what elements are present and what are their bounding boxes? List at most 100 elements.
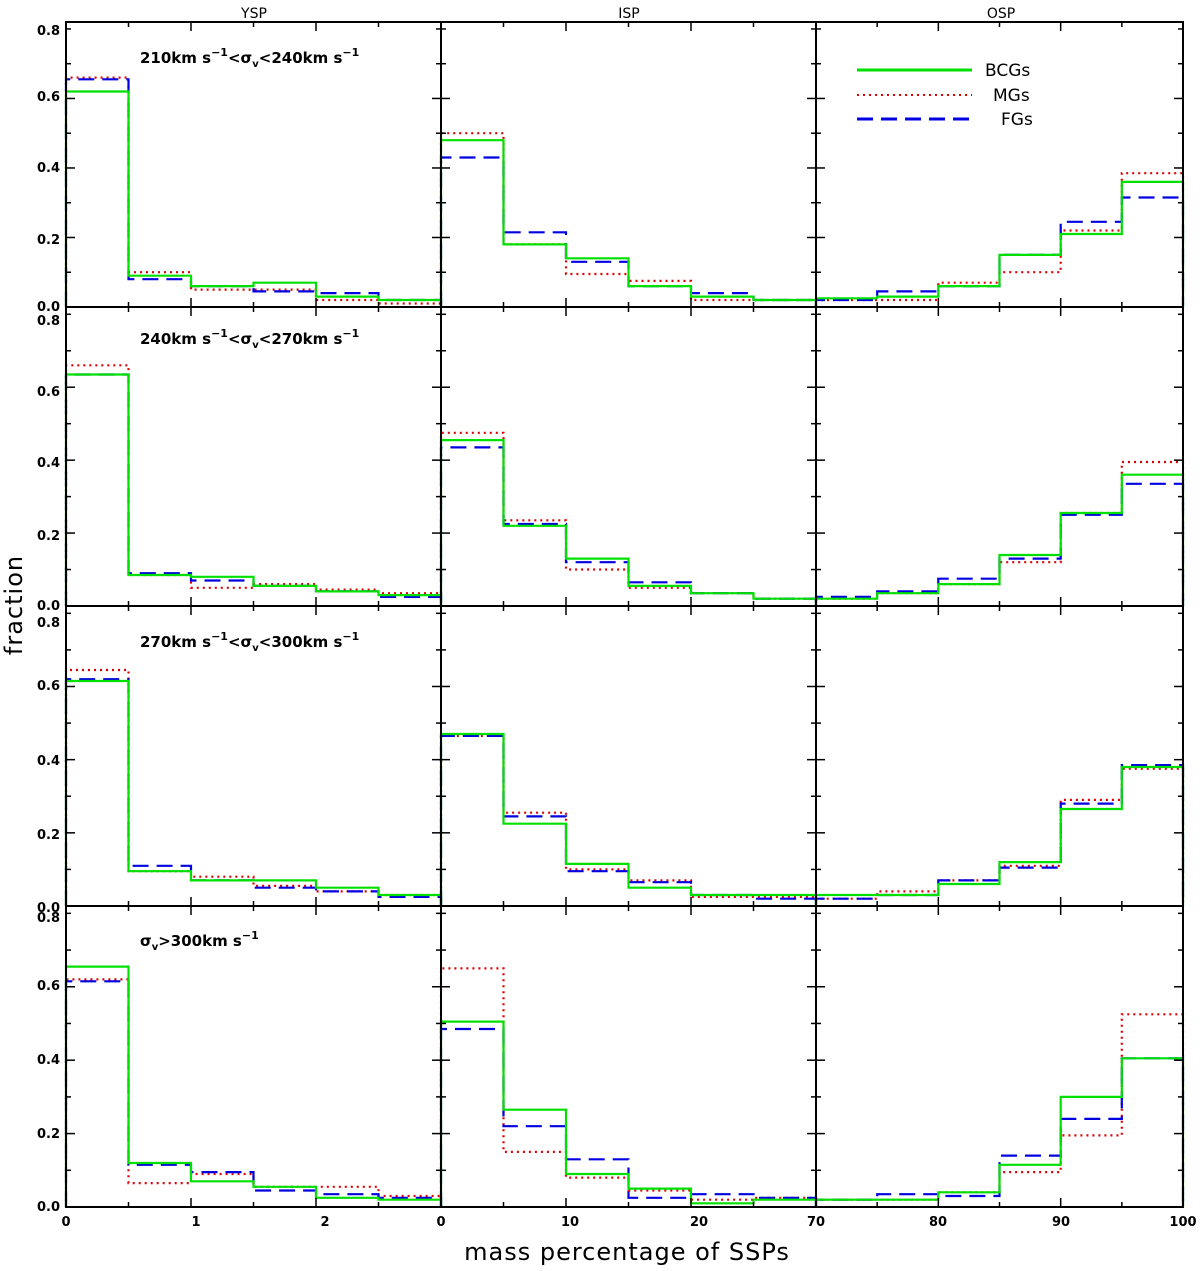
panel-frame xyxy=(440,905,817,1208)
panel-frame xyxy=(65,905,442,1208)
superscript-minus-one: −1 xyxy=(211,327,228,340)
sigma-symbol: σ xyxy=(241,633,253,651)
y-axis-label: fraction xyxy=(0,555,28,655)
y-tick-labels-row-3: 0.0 0.2 0.4 0.6 0.8 xyxy=(37,616,60,916)
row-2-label-prefix: 240km s xyxy=(140,330,211,348)
superscript-minus-one: −1 xyxy=(342,630,359,643)
subscript-v: v xyxy=(152,942,159,953)
sigma-symbol: σ xyxy=(241,330,253,348)
hist-bcgs xyxy=(439,732,818,906)
hist-bcgs xyxy=(814,180,1185,307)
panel-r4-isp xyxy=(439,905,818,1208)
legend-label-fgs: FGs xyxy=(1001,110,1033,130)
row-1-label-mid: < xyxy=(228,49,241,67)
row-2-label-mid: < xyxy=(228,330,241,348)
row-1-annotation: 210km s−1<σv<240km s−1 xyxy=(140,46,359,70)
row-4-label-mid: >300km s xyxy=(158,932,242,950)
y-tick-labels-row-4: 0.0 0.2 0.4 0.6 0.8 xyxy=(37,911,60,1215)
y-tick-label: 0.2 xyxy=(37,529,60,544)
hist-bcgs xyxy=(439,439,818,606)
panel-r4-osp xyxy=(814,905,1185,1208)
row-3-label-mid: < xyxy=(228,633,241,651)
x-tick-label: 70 xyxy=(807,1215,825,1230)
y-tick-label: 0.4 xyxy=(37,161,60,176)
panel-r1-ysp xyxy=(64,21,443,308)
panel-r1-isp xyxy=(439,21,818,308)
y-tick-label: 0.0 xyxy=(37,300,60,315)
column-title-isp: ISP xyxy=(618,6,639,22)
subscript-v: v xyxy=(252,340,259,351)
y-tick-label: 0.4 xyxy=(37,1053,60,1068)
hist-mgs xyxy=(439,734,818,906)
y-tick-labels-row-2: 0.0 0.2 0.4 0.6 0.8 xyxy=(37,314,60,614)
y-tick-label: 0.6 xyxy=(37,679,60,694)
row-3-label-prefix: 270km s xyxy=(140,633,211,651)
column-title-osp: OSP xyxy=(987,6,1015,22)
y-tick-label: 0.8 xyxy=(37,314,60,329)
hist-bcgs xyxy=(439,139,818,307)
y-tick-label: 0.6 xyxy=(37,979,60,994)
y-tick-label: 0.8 xyxy=(37,24,60,39)
y-tick-label: 0.6 xyxy=(37,385,60,400)
sigma-symbol: σ xyxy=(140,932,152,950)
x-tick-label: 1 xyxy=(191,1215,200,1230)
superscript-minus-one: −1 xyxy=(211,630,228,643)
y-tick-label: 0.0 xyxy=(37,901,60,916)
hist-mgs xyxy=(814,172,1185,307)
hist-fgs xyxy=(64,78,443,307)
panel-r3-ysp xyxy=(64,605,443,907)
x-tick-label: 0 xyxy=(61,1215,70,1230)
hist-mgs xyxy=(814,767,1185,906)
superscript-minus-one: −1 xyxy=(342,46,359,59)
hist-fgs xyxy=(64,980,443,1207)
x-tick-label: 0 xyxy=(436,1215,445,1230)
hist-bcgs xyxy=(439,1020,818,1207)
row-1-label-suffix: <240km s xyxy=(259,49,343,67)
hist-mgs xyxy=(439,967,818,1207)
panel-r2-osp xyxy=(814,306,1185,607)
x-tick-label: 2 xyxy=(320,1215,329,1230)
superscript-minus-one: −1 xyxy=(242,929,259,942)
superscript-minus-one: −1 xyxy=(211,46,228,59)
panel-frame xyxy=(815,905,1184,1208)
hist-bcgs xyxy=(64,679,443,906)
hist-fgs xyxy=(64,678,443,906)
y-tick-label: 0.2 xyxy=(37,1127,60,1142)
x-tick-label: 100 xyxy=(1169,1215,1196,1230)
column-title-ysp: YSP xyxy=(240,6,267,22)
x-tick-label: 90 xyxy=(1052,1215,1070,1230)
y-tick-label: 0.0 xyxy=(37,1200,60,1215)
y-tick-label: 0.8 xyxy=(37,911,60,926)
sigma-symbol: σ xyxy=(241,49,253,67)
y-tick-label: 0.2 xyxy=(37,828,60,843)
panel-frame xyxy=(440,605,817,907)
hist-fgs xyxy=(814,482,1185,606)
hist-bcgs xyxy=(64,373,443,606)
hist-mgs xyxy=(64,668,443,906)
row-3-label-suffix: <300km s xyxy=(259,633,343,651)
panel-r4-ysp xyxy=(64,905,443,1208)
hist-mgs xyxy=(814,1013,1185,1207)
hist-bcgs xyxy=(814,765,1185,906)
panel-r3-osp xyxy=(814,605,1185,907)
x-tick-labels: 0 1 2 0 10 20 70 80 90 100 xyxy=(61,1215,1196,1230)
hist-bcgs xyxy=(814,473,1185,606)
hist-bcgs xyxy=(814,1057,1185,1207)
row-3-annotation: 270km s−1<σv<300km s−1 xyxy=(140,630,359,654)
legend-label-mgs: MGs xyxy=(993,86,1030,106)
y-tick-labels-row-1: 0.0 0.2 0.4 0.6 0.8 xyxy=(37,24,60,315)
hist-fgs xyxy=(814,196,1185,307)
legend-label-bcgs: BCGs xyxy=(985,61,1030,81)
y-tick-label: 0.8 xyxy=(37,616,60,631)
y-tick-label: 0.6 xyxy=(37,90,60,105)
row-1-label-prefix: 210km s xyxy=(140,49,211,67)
hist-bcgs xyxy=(64,965,443,1207)
panel-r2-isp xyxy=(439,306,818,607)
x-tick-label: 80 xyxy=(929,1215,947,1230)
superscript-minus-one: −1 xyxy=(342,327,359,340)
y-tick-label: 0.2 xyxy=(37,233,60,248)
panel-r2-ysp xyxy=(64,306,443,607)
panel-frame xyxy=(65,21,442,308)
x-tick-label: 20 xyxy=(690,1215,708,1230)
row-2-label-suffix: <270km s xyxy=(259,330,343,348)
